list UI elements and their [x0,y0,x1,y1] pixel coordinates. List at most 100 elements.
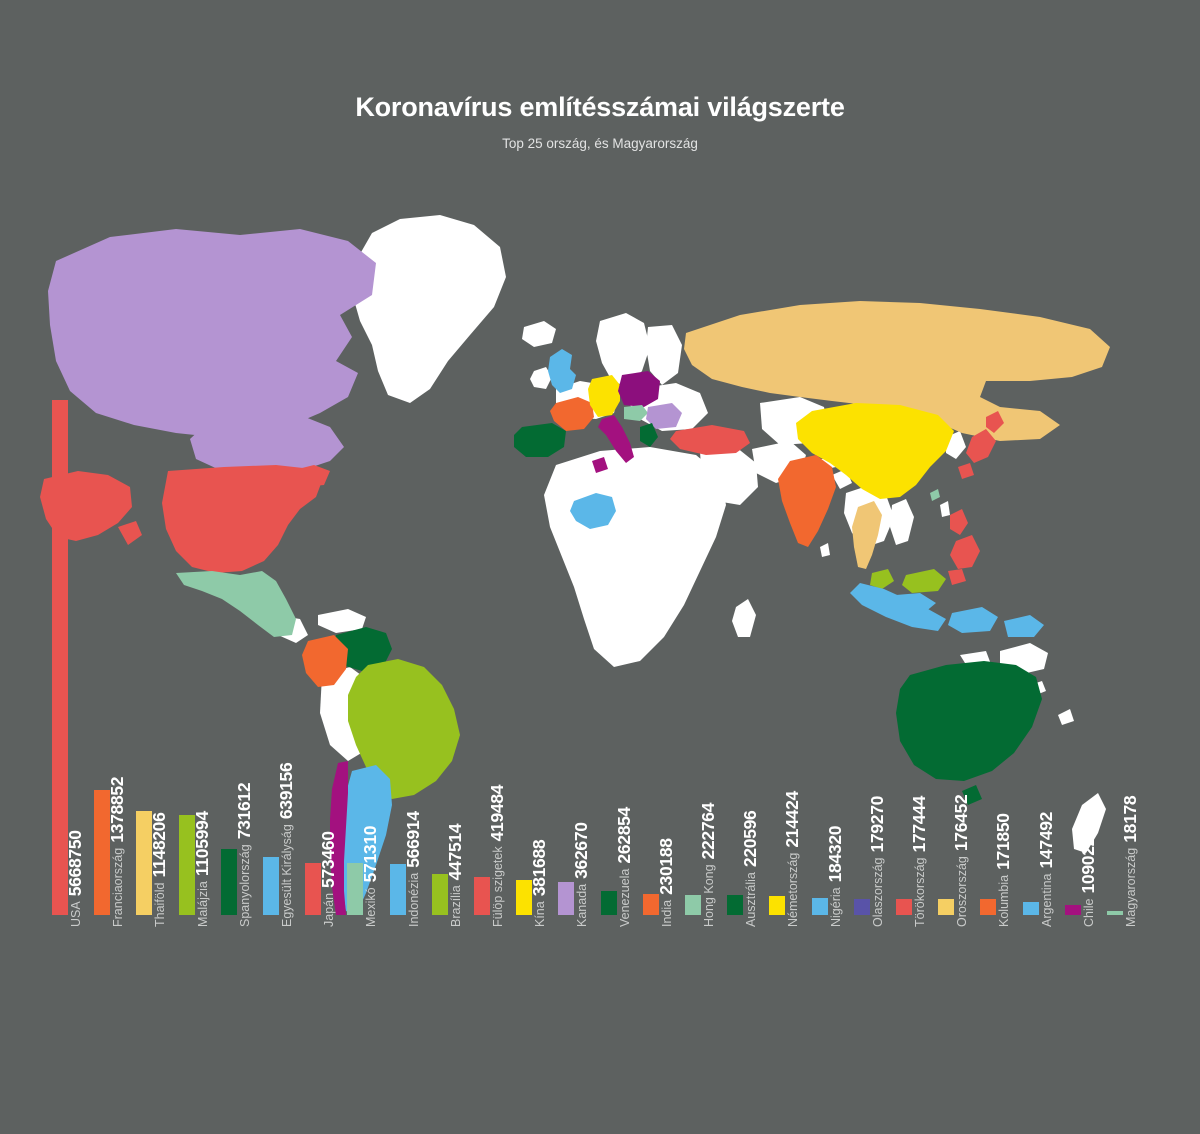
bar-k-na[interactable] [516,880,533,915]
bar-value: 1378852 [107,776,128,843]
bar-value: 179270 [866,795,887,853]
bar-kanada[interactable] [558,882,575,915]
bar-country-name: Spanyolország [237,844,252,927]
bar-value: 214424 [782,791,803,848]
bar-label-mexik-: Mexikó 571310 [360,826,380,927]
bar-country-name: USA [68,901,83,927]
region-madagascar [732,599,756,637]
bar-thaif-ld[interactable] [136,810,153,915]
bar-country-name: Malájzia [195,881,210,927]
bar-value: 573460 [318,831,339,888]
bar-olaszorsz-g[interactable] [853,898,870,915]
bar-label-kolumbia: Kolumbia 171850 [993,813,1013,927]
region-brazil [348,659,460,799]
region-taiwan [940,501,950,517]
map-regions-highlighted [40,229,1110,915]
bar-country-name: Kína [532,901,547,927]
page-title: Koronavírus említésszámai világszerte [355,92,845,122]
bar-value: 1148206 [149,812,170,878]
region-vietnam [890,499,914,545]
bar-country-name: Ausztrália [743,872,758,927]
bar-mal-jzia[interactable] [178,814,195,915]
bar-label-oroszorsz-g: Oroszország 176452 [951,794,972,927]
bar-label-indon-zia: Indonézia 566914 [402,811,423,927]
region-scandinavia [596,313,650,387]
bar-usa[interactable] [52,400,68,915]
bar-value: 184320 [824,825,845,883]
region-france [550,397,594,431]
bar-label-jap-n: Japán 573460 [318,831,339,927]
region-sri-lanka [820,543,830,557]
bar-value: 381688 [529,839,550,897]
region-new-zealand [1072,793,1106,853]
bar-egyes-lt-kir-lys-g[interactable] [263,856,279,915]
bar-n-metorsz-g[interactable] [769,895,786,915]
world-map [0,175,1200,915]
region-indonesia [850,583,1044,637]
bar-country-name: Indonézia [406,872,421,927]
region-malaysia [870,569,946,593]
bar-value: 147492 [1035,811,1056,869]
bar-country-name: Kolumbia [996,874,1011,927]
bar-spanyolorsz-g[interactable] [220,848,237,915]
bar-chile[interactable] [1064,905,1081,915]
bar-value: 176452 [951,794,972,852]
bar-braz-lia[interactable] [431,874,448,915]
bar-value: 566914 [402,811,423,868]
region-chile [330,761,348,915]
bar-label-magyarorsz-g: Magyarország 18178 [1120,796,1140,927]
bar-label-chile: Chile 109022 [1078,837,1098,928]
bar-label-franciaorsz-g: Franciaország 1378852 [107,776,128,927]
bar-oroszorsz-g[interactable] [938,898,955,915]
page-subtitle: Top 25 ország, és Magyarország [502,136,698,151]
bar-country-name: Brazília [448,885,463,927]
region-balkans [640,423,658,447]
bar-mexik-[interactable] [347,863,364,915]
bar-value: 362670 [571,822,592,879]
bar-hong-kong[interactable] [685,894,701,915]
region-nigeria [570,493,616,529]
bar-country-name: Nigéria [828,887,843,927]
bar-country-name: Magyarország [1123,847,1138,927]
bar-label-n-metorsz-g: Németország 214424 [782,791,803,927]
bar-value: 731612 [233,782,254,840]
bar-country-name: Chile [1081,898,1096,928]
bar-argentina[interactable] [1022,901,1039,915]
region-hungary [624,405,648,421]
region-philippines [948,509,980,585]
bar-value: 177444 [909,795,929,853]
bar-country-name: Thaiföld [152,882,167,927]
region-romania [646,403,682,429]
region-arabia [700,447,758,505]
bar-label-f-l-p-szigetek: Fülöp szigetek 419484 [487,784,507,927]
bar-kolumbia[interactable] [980,899,997,915]
bar-franciaorsz-g[interactable] [94,789,111,915]
bar-label-usa: USA 5668750 [65,830,85,927]
world-map-svg [40,215,1110,915]
bar-value: 639156 [276,762,296,820]
bar-magyarorsz-g[interactable] [1107,911,1123,915]
bar-ausztr-lia[interactable] [727,894,744,915]
region-russia [684,301,1110,441]
bar-nig-ria[interactable] [811,898,828,915]
bar-f-l-p-szigetek[interactable] [474,876,490,915]
bar-label-nig-ria: Nigéria 184320 [824,825,845,927]
bar-value: 419484 [487,784,507,842]
bar-country-name: Hong Kong [701,864,716,927]
bar-label-spanyolorsz-g: Spanyolország 731612 [233,782,254,927]
bar-value: 262854 [613,807,634,864]
bar-jap-n[interactable] [305,862,322,915]
bar-t-r-korsz-g[interactable] [896,898,912,915]
bar-venezuela[interactable] [600,891,617,915]
region-finland-baltics [646,325,682,385]
region-canada [48,229,376,475]
bar-label-thaif-ld: Thaiföld 1148206 [149,812,170,927]
bar-label-mal-jzia: Malájzia 1105994 [192,811,212,927]
region-italy [592,415,634,473]
bar-indon-zia[interactable] [389,863,406,915]
bar-label-kanada: Kanada 362670 [571,822,592,927]
bar-india[interactable] [642,894,659,915]
region-venezuela [332,627,392,671]
